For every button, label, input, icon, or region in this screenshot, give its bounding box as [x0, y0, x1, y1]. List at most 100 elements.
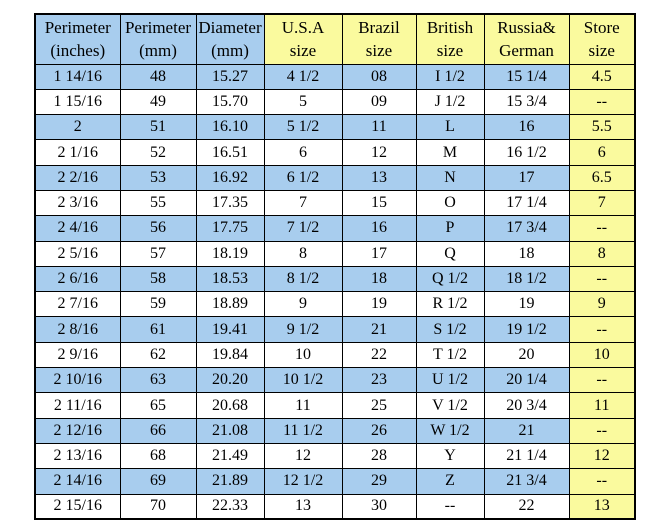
cell-store-size: --	[568, 468, 636, 495]
cell-perimeter-inches: 2 2/16	[34, 164, 121, 191]
cell-russia-german-size: 19 1/2	[483, 316, 570, 343]
cell-store-size: 9	[568, 291, 636, 318]
cell-diameter-mm: 21.89	[195, 468, 265, 495]
cell-perimeter-inches: 1 15/16	[34, 88, 121, 116]
cell-store-size: 5.5	[568, 114, 636, 141]
cell-russia-german-size: 22	[483, 493, 570, 520]
cell-diameter-mm: 18.19	[195, 240, 265, 267]
cell-diameter-mm: 20.68	[195, 392, 265, 419]
cell-brazil-size: 18	[341, 265, 417, 293]
cell-store-size: --	[568, 265, 636, 293]
cell-russia-german-size: 16	[483, 114, 570, 141]
cell-usa-size: 9 1/2	[263, 316, 343, 343]
header-line: Brazil	[358, 18, 400, 38]
table-row: 1 14/16 48 15.27 4 1/2 08 I 1/2 15 1/4 4.5	[34, 63, 636, 90]
header-row: Perimeter (inches) Perimeter (mm) Diamet…	[34, 13, 636, 65]
cell-perimeter-inches: 2 7/16	[34, 291, 121, 318]
header-line: Perimeter	[44, 18, 111, 38]
cell-perimeter-inches: 2 12/16	[34, 417, 121, 444]
cell-usa-size: 10	[263, 341, 343, 369]
cell-brazil-size: 09	[341, 88, 417, 116]
header-line: (inches)	[50, 41, 106, 61]
cell-perimeter-inches: 2 13/16	[34, 442, 121, 470]
header-line: size	[365, 41, 393, 61]
table-row: 2 10/16 63 20.20 10 1/2 23 U 1/2 20 1/4 --	[34, 367, 636, 394]
cell-store-size: --	[568, 367, 636, 394]
cell-usa-size: 7 1/2	[263, 215, 343, 242]
header-line: U.S.A	[281, 18, 325, 38]
cell-perimeter-inches: 2 14/16	[34, 468, 121, 495]
cell-russia-german-size: 15 1/4	[483, 63, 570, 90]
cell-usa-size: 12	[263, 442, 343, 470]
cell-diameter-mm: 15.70	[195, 88, 265, 116]
cell-russia-german-size: 17 1/4	[483, 189, 570, 217]
cell-store-size: 6	[568, 139, 636, 166]
table-row: 2 11/16 65 20.68 11 25 V 1/2 20 3/4 11	[34, 392, 636, 419]
cell-brazil-size: 08	[341, 63, 417, 90]
cell-british-size: P	[415, 215, 485, 242]
cell-perimeter-mm: 61	[119, 316, 197, 343]
table-row: 2 7/16 59 18.89 9 19 R 1/2 19 9	[34, 291, 636, 318]
ring-size-conversion-table: Perimeter (inches) Perimeter (mm) Diamet…	[34, 13, 636, 521]
cell-store-size: --	[568, 417, 636, 444]
cell-usa-size: 7	[263, 189, 343, 217]
col-header-perimeter-mm: Perimeter (mm)	[119, 13, 197, 65]
cell-brazil-size: 28	[341, 442, 417, 470]
table-row: 2 9/16 62 19.84 10 22 T 1/2 20 10	[34, 341, 636, 369]
cell-brazil-size: 15	[341, 189, 417, 217]
cell-british-size: W 1/2	[415, 417, 485, 444]
cell-british-size: U 1/2	[415, 367, 485, 394]
cell-russia-german-size: 18 1/2	[483, 265, 570, 293]
table-row: 2 6/16 58 18.53 8 1/2 18 Q 1/2 18 1/2 --	[34, 265, 636, 293]
cell-perimeter-inches: 1 14/16	[34, 63, 121, 90]
cell-russia-german-size: 21 1/4	[483, 442, 570, 470]
table-row: 2 1/16 52 16.51 6 12 M 16 1/2 6	[34, 139, 636, 166]
cell-store-size: 4.5	[568, 63, 636, 90]
col-header-store-size: Store size	[568, 13, 636, 65]
table-row: 2 2/16 53 16.92 6 1/2 13 N 17 6.5	[34, 164, 636, 191]
col-header-brazil-size: Brazil size	[341, 13, 417, 65]
col-header-perimeter-inches: Perimeter (inches)	[34, 13, 121, 65]
cell-british-size: I 1/2	[415, 63, 485, 90]
cell-russia-german-size: 19	[483, 291, 570, 318]
cell-russia-german-size: 18	[483, 240, 570, 267]
cell-perimeter-mm: 70	[119, 493, 197, 520]
cell-perimeter-mm: 69	[119, 468, 197, 495]
header-line: British	[426, 18, 474, 38]
header-line: (mm)	[211, 41, 249, 61]
header-line: Store	[583, 18, 620, 38]
cell-perimeter-mm: 62	[119, 341, 197, 369]
cell-diameter-mm: 21.49	[195, 442, 265, 470]
header-line: size	[289, 41, 317, 61]
cell-store-size: --	[568, 215, 636, 242]
cell-russia-german-size: 17	[483, 164, 570, 191]
cell-perimeter-mm: 57	[119, 240, 197, 267]
cell-russia-german-size: 20 1/4	[483, 367, 570, 394]
cell-perimeter-mm: 51	[119, 114, 197, 141]
col-header-russia-german-size: Russia& German	[483, 13, 570, 65]
cell-usa-size: 10 1/2	[263, 367, 343, 394]
cell-brazil-size: 23	[341, 367, 417, 394]
table-row: 2 14/16 69 21.89 12 1/2 29 Z 21 3/4 --	[34, 468, 636, 495]
cell-store-size: 13	[568, 493, 636, 520]
cell-brazil-size: 30	[341, 493, 417, 520]
header-line: Russia&	[497, 18, 556, 38]
cell-perimeter-inches: 2 6/16	[34, 265, 121, 293]
cell-diameter-mm: 18.53	[195, 265, 265, 293]
cell-brazil-size: 12	[341, 139, 417, 166]
cell-british-size: M	[415, 139, 485, 166]
cell-diameter-mm: 15.27	[195, 63, 265, 90]
cell-brazil-size: 29	[341, 468, 417, 495]
col-header-diameter-mm: Diameter (mm)	[195, 13, 265, 65]
cell-british-size: T 1/2	[415, 341, 485, 369]
cell-usa-size: 11 1/2	[263, 417, 343, 444]
cell-usa-size: 6 1/2	[263, 164, 343, 191]
cell-perimeter-mm: 66	[119, 417, 197, 444]
cell-perimeter-mm: 65	[119, 392, 197, 419]
col-header-british-size: British size	[415, 13, 485, 65]
cell-brazil-size: 26	[341, 417, 417, 444]
table-body: 1 14/16 48 15.27 4 1/2 08 I 1/2 15 1/4 4.5 1 15/…	[34, 63, 636, 520]
cell-british-size: Q	[415, 240, 485, 267]
cell-perimeter-mm: 58	[119, 265, 197, 293]
cell-perimeter-mm: 59	[119, 291, 197, 318]
